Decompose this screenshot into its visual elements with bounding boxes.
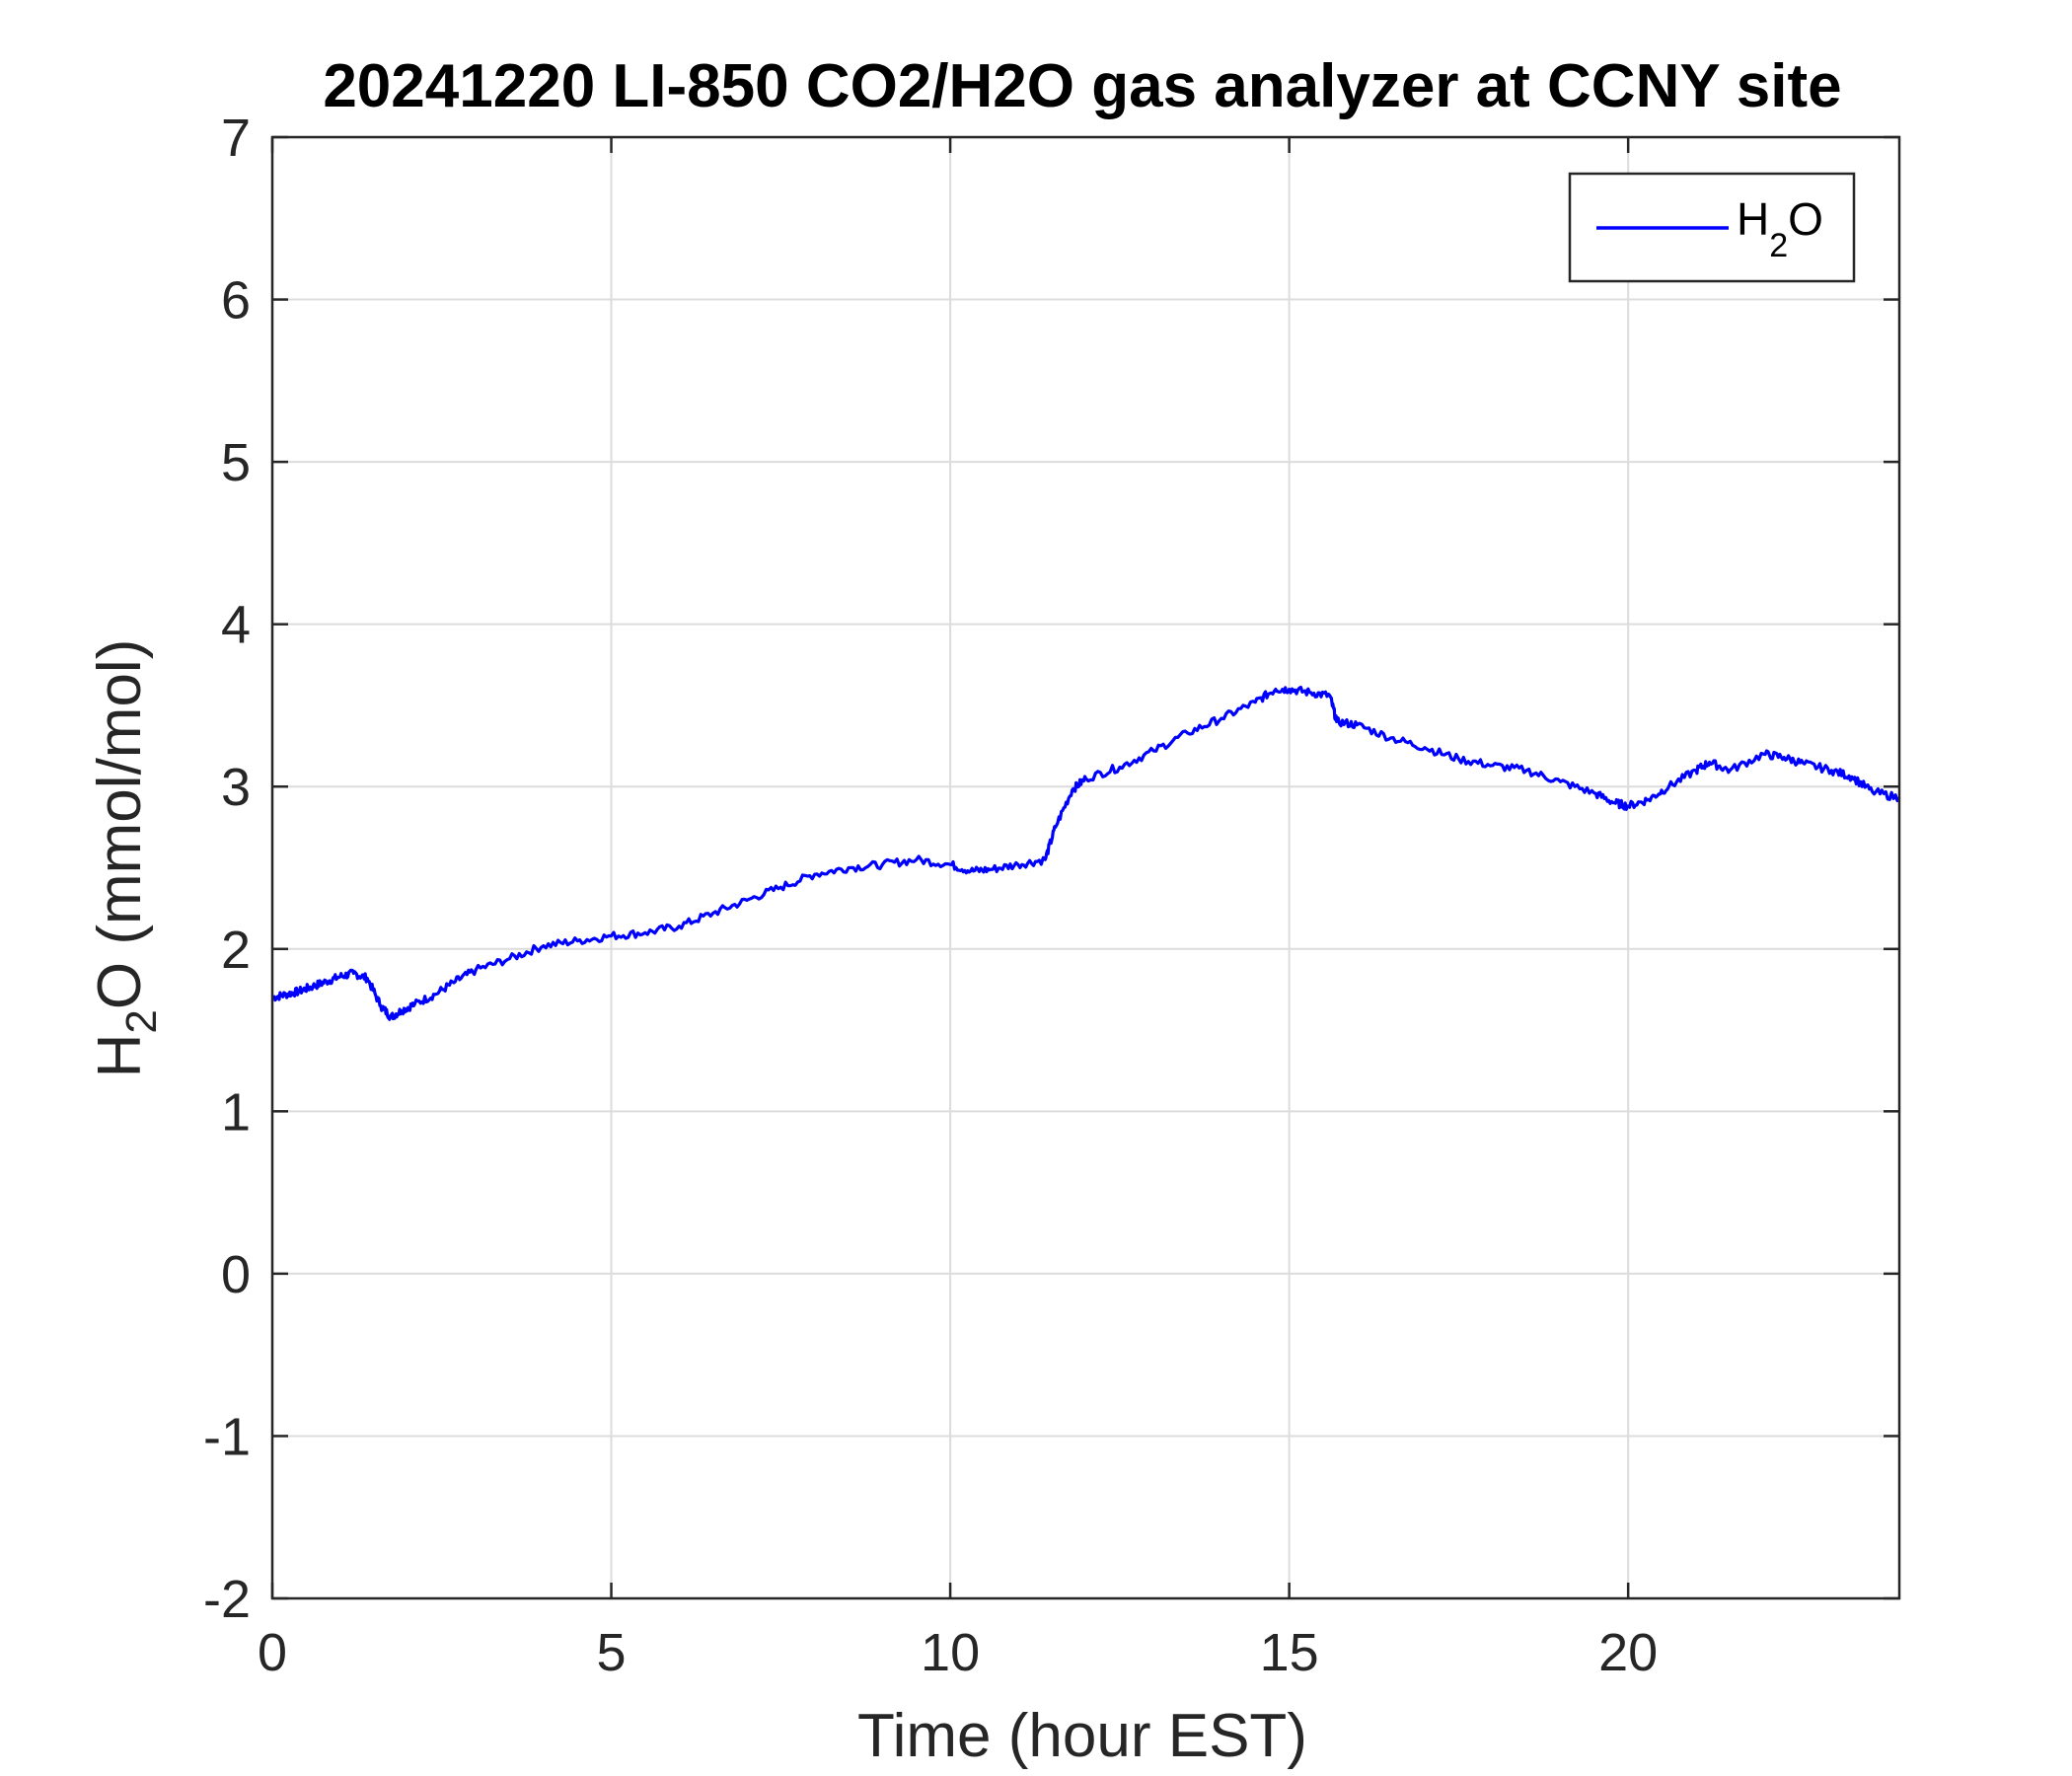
y-tick-label: 2	[221, 921, 251, 980]
x-tick-label: 15	[1260, 1623, 1319, 1682]
legend: H2O	[1568, 172, 1856, 283]
legend-label-o: O	[1788, 193, 1823, 245]
y-tick-label: 5	[221, 433, 251, 492]
legend-label: H2O	[1737, 193, 1823, 264]
x-axis-label: Time (hour EST)	[857, 1702, 1307, 1770]
y-tick-label: 3	[221, 758, 251, 817]
series-layer	[271, 685, 1901, 1021]
x-tick-label: 20	[1598, 1623, 1658, 1682]
legend-label-subscript: 2	[1769, 227, 1788, 264]
y-axis-label-rest: O (mmol/mol)	[86, 639, 154, 1009]
x-tick-label: 5	[597, 1623, 627, 1682]
ticks	[270, 135, 1899, 1600]
y-tick-label: 0	[221, 1245, 251, 1304]
y-tick-labels: -2 -1 0 1 2 3 4 5 6 7	[203, 109, 251, 1629]
x-tick-labels: 0 5 10 15 20	[258, 1623, 1658, 1682]
axes-box	[270, 135, 1901, 1600]
chart-title: 20241220 LI-850 CO2/H2O gas analyzer at …	[323, 52, 1841, 120]
y-axis-label-h: H	[86, 1034, 154, 1078]
h2o-series-line	[271, 685, 1901, 1021]
y-axis-label-subscript: 2	[117, 1009, 166, 1033]
y-tick-label: -2	[203, 1570, 251, 1629]
x-tick-label: 10	[921, 1623, 980, 1682]
x-tick-label: 0	[258, 1623, 287, 1682]
y-tick-label: 6	[221, 271, 251, 331]
y-tick-label: -1	[203, 1407, 251, 1466]
y-tick-label: 1	[221, 1082, 251, 1142]
y-tick-label: 4	[221, 596, 251, 655]
grid	[272, 137, 1899, 1598]
y-axis-label: H2O (mmol/mol)	[86, 639, 166, 1078]
legend-label-h: H	[1737, 193, 1769, 245]
y-tick-label: 7	[221, 109, 251, 168]
